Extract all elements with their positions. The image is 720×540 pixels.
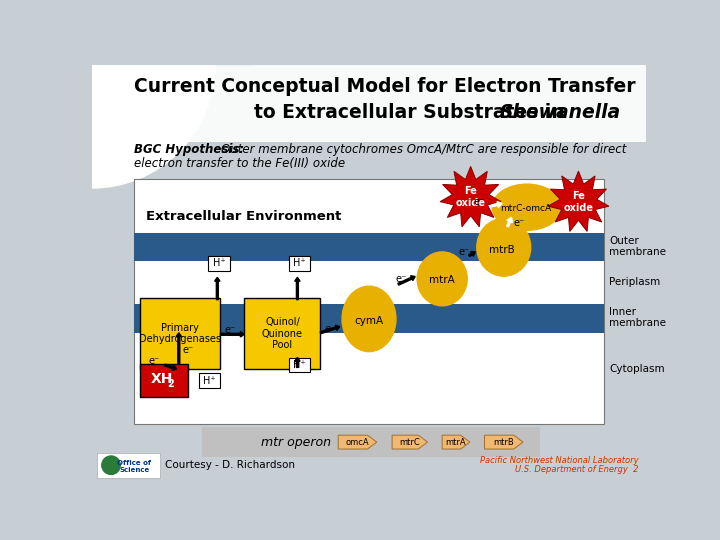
Text: e: e [325,324,330,334]
Wedge shape [92,0,253,65]
FancyArrow shape [442,435,470,449]
Text: Shewanella: Shewanella [500,103,621,122]
FancyArrow shape [492,201,503,207]
Text: Quinol/
Quinone
Pool: Quinol/ Quinone Pool [262,317,303,350]
Text: H⁺: H⁺ [203,375,216,386]
FancyArrow shape [294,357,300,367]
Text: Outer
membrane: Outer membrane [609,236,666,258]
Text: Current Conceptual Model for Electron Transfer: Current Conceptual Model for Electron Tr… [134,77,635,96]
Text: Office of: Office of [117,460,151,466]
Text: mtrB: mtrB [493,437,514,447]
Text: e⁻: e⁻ [148,356,160,366]
Text: Extracellular Environment: Extracellular Environment [145,210,341,223]
FancyArrow shape [215,278,220,300]
Text: e⁻: e⁻ [473,197,485,207]
Circle shape [0,0,215,188]
Text: U.S. Department of Energy  2: U.S. Department of Energy 2 [515,465,639,474]
FancyArrow shape [507,217,513,227]
Text: Primary
Dehydrogenases: Primary Dehydrogenases [140,323,221,345]
Text: Outer membrane cytochromes OmcA/MtrC are responsible for direct: Outer membrane cytochromes OmcA/MtrC are… [221,143,626,156]
Text: mtrC: mtrC [400,437,420,447]
FancyBboxPatch shape [140,363,188,397]
Text: mtr operon: mtr operon [261,436,331,449]
Text: mtrA: mtrA [446,437,467,447]
FancyArrow shape [294,278,300,300]
Text: omcA: omcA [346,437,369,447]
Text: H⁺: H⁺ [293,360,306,370]
FancyBboxPatch shape [97,453,161,477]
FancyBboxPatch shape [202,427,540,457]
Text: to Extracellular Substrates in: to Extracellular Substrates in [253,103,571,122]
Ellipse shape [492,184,562,231]
Ellipse shape [477,218,531,276]
Text: Science: Science [119,467,149,473]
Text: H⁺: H⁺ [293,259,306,268]
FancyArrow shape [398,276,415,285]
Text: e⁻: e⁻ [458,247,469,257]
FancyBboxPatch shape [134,179,604,423]
Text: mtrB: mtrB [489,245,514,254]
Ellipse shape [342,286,396,352]
Text: mtrA: mtrA [429,275,455,286]
FancyArrow shape [338,435,377,449]
FancyBboxPatch shape [208,256,230,271]
Text: e⁻: e⁻ [514,218,525,228]
FancyBboxPatch shape [199,373,220,388]
Text: XH: XH [150,372,173,386]
Text: electron transfer to the Fe(III) oxide: electron transfer to the Fe(III) oxide [134,157,346,170]
FancyBboxPatch shape [289,256,310,271]
FancyArrow shape [485,435,523,449]
Text: Pacific Northwest National Laboratory: Pacific Northwest National Laboratory [480,456,639,465]
FancyBboxPatch shape [134,233,604,261]
FancyArrow shape [165,364,176,370]
Text: BGC Hypothesis:: BGC Hypothesis: [134,143,253,156]
Text: Fe
oxide: Fe oxide [456,186,486,208]
Text: Cytoplasm: Cytoplasm [609,364,665,374]
Text: Periplasm: Periplasm [609,277,660,287]
Text: Courtesy - D. Richardson: Courtesy - D. Richardson [165,460,295,470]
Text: Inner
membrane: Inner membrane [609,307,666,328]
Ellipse shape [417,252,467,306]
Text: e⁻: e⁻ [396,274,407,284]
Circle shape [102,456,120,475]
Text: mtrC-omcA: mtrC-omcA [500,204,551,213]
Text: Fe
oxide: Fe oxide [564,191,593,213]
FancyArrow shape [220,332,244,337]
Text: e⁻: e⁻ [225,326,236,335]
FancyArrow shape [469,252,475,256]
Text: cymA: cymA [354,316,384,326]
FancyBboxPatch shape [244,298,320,369]
Polygon shape [440,166,501,227]
Text: 2: 2 [167,379,174,389]
FancyArrow shape [176,333,181,363]
FancyBboxPatch shape [289,358,310,373]
FancyArrow shape [320,325,340,334]
Text: e⁻: e⁻ [183,345,194,355]
FancyArrow shape [392,435,428,449]
Polygon shape [548,171,609,232]
FancyBboxPatch shape [134,303,604,333]
Text: H⁺: H⁺ [212,259,225,268]
FancyBboxPatch shape [92,65,647,142]
FancyBboxPatch shape [140,298,220,369]
